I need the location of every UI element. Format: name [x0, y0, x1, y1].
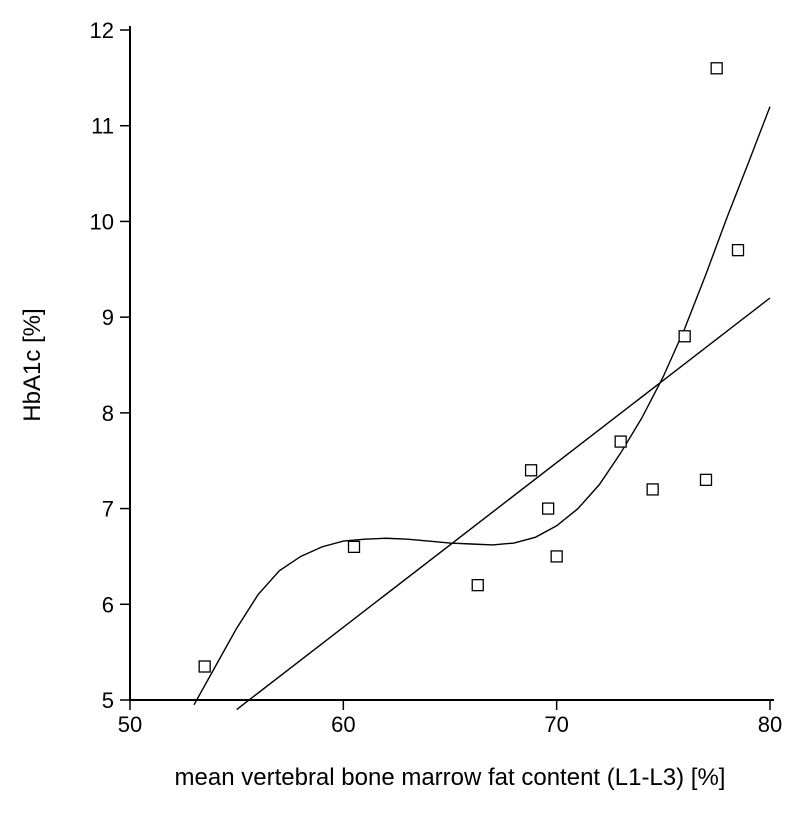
y-tick-label: 10 [90, 209, 114, 234]
curve-fit-line [194, 107, 770, 705]
scatter-chart: 5 6 7 8 9 10 11 12 50 60 70 80 HbA1c [%] mean vertebr… [0, 0, 800, 813]
x-tick-label: 50 [118, 712, 142, 737]
y-tick-label: 6 [102, 592, 114, 617]
y-tick-label: 11 [91, 114, 114, 139]
data-point [472, 580, 483, 591]
x-axis-label: mean vertebral bone marrow fat content (… [175, 764, 726, 791]
chart-container: 5 6 7 8 9 10 11 12 50 60 70 80 HbA1c [%] mean vertebr… [0, 0, 800, 813]
data-point [647, 484, 658, 495]
x-tick-label: 80 [758, 712, 782, 737]
x-tick-label: 60 [331, 712, 355, 737]
data-point [701, 474, 712, 485]
data-point [349, 541, 360, 552]
y-tick-label: 8 [102, 401, 114, 426]
y-tick-label: 7 [102, 497, 114, 522]
data-point [711, 63, 722, 74]
linear-fit-line [237, 298, 770, 710]
y-tick-label: 5 [102, 688, 114, 713]
data-point [679, 331, 690, 342]
x-tick-label: 70 [544, 712, 568, 737]
data-point [551, 551, 562, 562]
data-point [526, 465, 537, 476]
y-tick-label: 12 [90, 18, 114, 43]
data-point [733, 245, 744, 256]
data-point [615, 436, 626, 447]
data-point [199, 661, 210, 672]
y-axis-label: HbA1c [%] [19, 308, 46, 421]
y-tick-label: 9 [102, 305, 114, 330]
data-point [543, 503, 554, 514]
